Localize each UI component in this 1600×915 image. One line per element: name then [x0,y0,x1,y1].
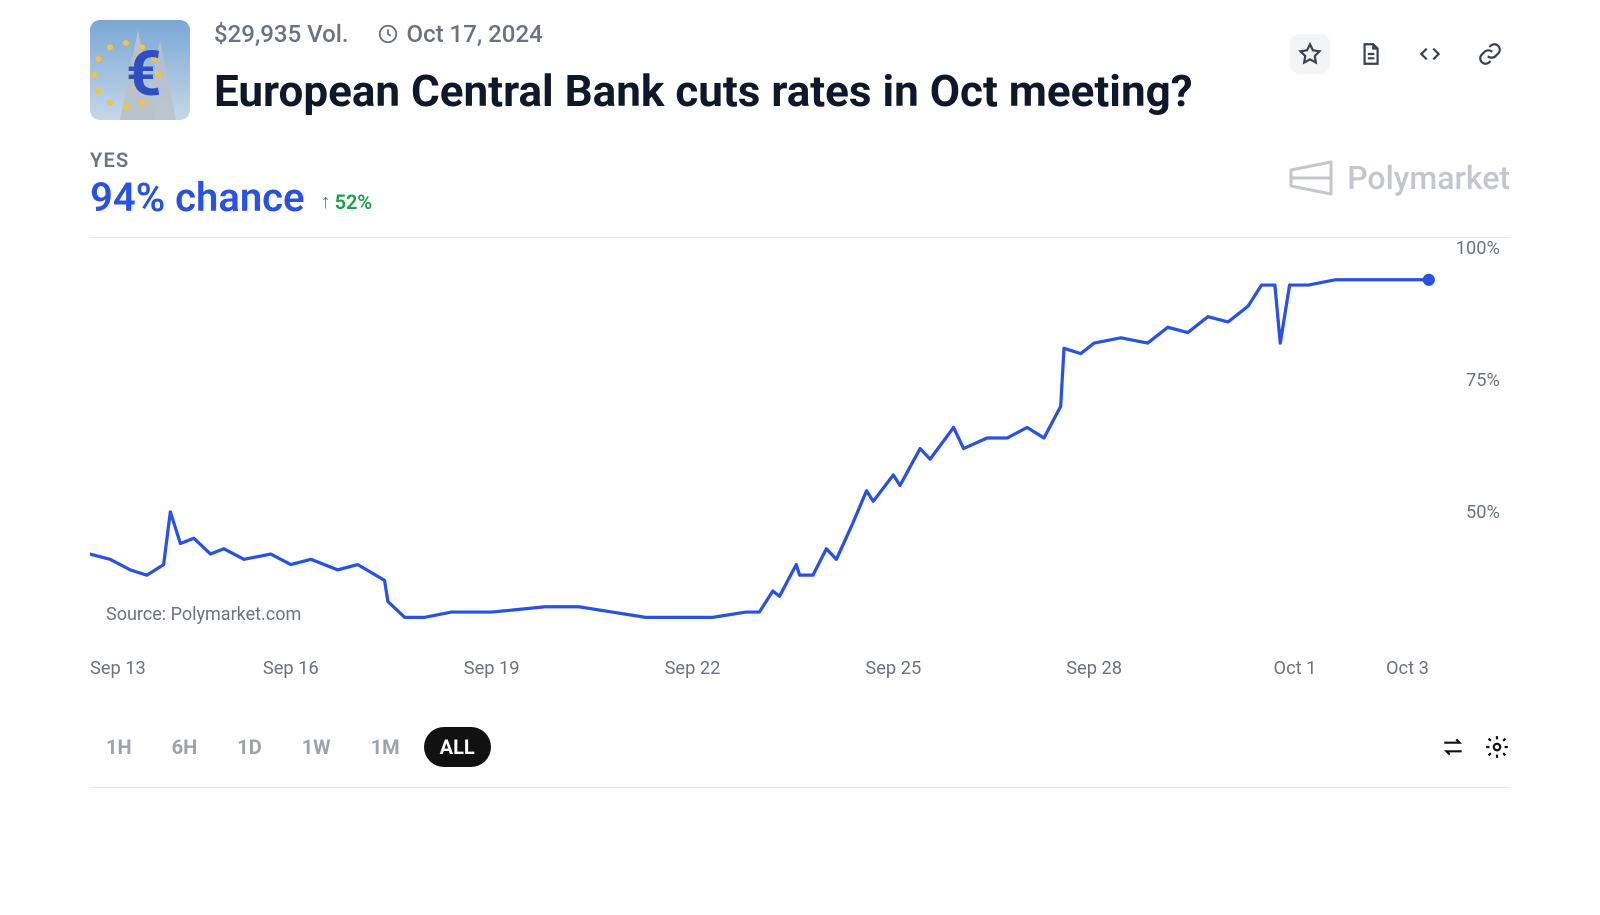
resolution-date: Oct 17, 2024 [377,20,543,48]
x-tick-label: Oct 1 [1274,658,1317,679]
source-label: Source: Polymarket.com [100,602,307,627]
probability-block: YES 94% chance ↑ 52% Polymarket [90,148,1510,221]
probability-value: 94% chance [90,174,305,221]
date-text: Oct 17, 2024 [407,20,543,48]
x-tick-label: Sep 13 [90,658,146,679]
range-1h[interactable]: 1H [90,727,148,767]
market-header: € $29,935 Vol. Oct 17, 2024 European Cen… [90,20,1510,120]
price-chart: 100% 75% 50% Sep 13 Sep 16 Sep 19 Sep 22 Sep 25… [90,237,1510,705]
svg-text:€: € [126,38,162,111]
compare-button[interactable] [1440,734,1466,760]
x-tick-label: Sep 25 [865,658,921,679]
volume-label: $29,935 Vol. [214,20,349,48]
gear-icon [1484,734,1510,760]
probability-delta: ↑ 52% [321,189,373,214]
brand-watermark: Polymarket [1287,156,1510,200]
range-selector: 1H6H1D1W1MALL [90,727,491,767]
x-tick-label: Sep 22 [665,658,721,679]
range-1d[interactable]: 1D [221,727,277,767]
embed-button[interactable] [1410,34,1450,74]
swap-icon [1440,734,1466,760]
delta-arrow: ↑ [321,189,331,214]
tooltip-tail [1188,0,1318,8]
footer-divider [90,787,1510,788]
range-1m[interactable]: 1M [355,727,416,767]
delta-value: 52% [335,190,373,214]
chart-footer: 1H6H1D1W1MALL [90,727,1510,767]
x-tick-label: Sep 16 [263,658,319,679]
polymarket-logo-icon [1287,156,1335,200]
range-all[interactable]: ALL [424,727,491,767]
chart-endpoint-dot [1423,274,1435,286]
clock-icon [377,23,399,45]
y-tick-label: 75% [1466,370,1500,391]
link-icon [1477,41,1503,67]
range-1w[interactable]: 1W [286,727,347,767]
market-thumbnail: € [90,20,190,120]
brand-name: Polymarket [1347,159,1510,197]
chart-settings-button[interactable] [1484,734,1510,760]
x-tick-label: Sep 19 [464,658,520,679]
document-icon [1357,41,1383,67]
star-button[interactable] [1290,34,1330,74]
y-tick-label: 100% [1456,238,1500,259]
star-icon [1297,41,1323,67]
link-button[interactable] [1470,34,1510,74]
x-tick-label: Sep 28 [1066,658,1122,679]
code-icon [1417,41,1443,67]
range-6h[interactable]: 6H [156,727,214,767]
x-tick-label: Oct 3 [1386,658,1429,679]
document-button[interactable] [1350,34,1390,74]
action-bar [1290,34,1510,74]
chart-svg: 100% 75% 50% Sep 13 Sep 16 Sep 19 Sep 22 Sep 25… [90,238,1510,705]
y-tick-label: 50% [1466,502,1500,523]
